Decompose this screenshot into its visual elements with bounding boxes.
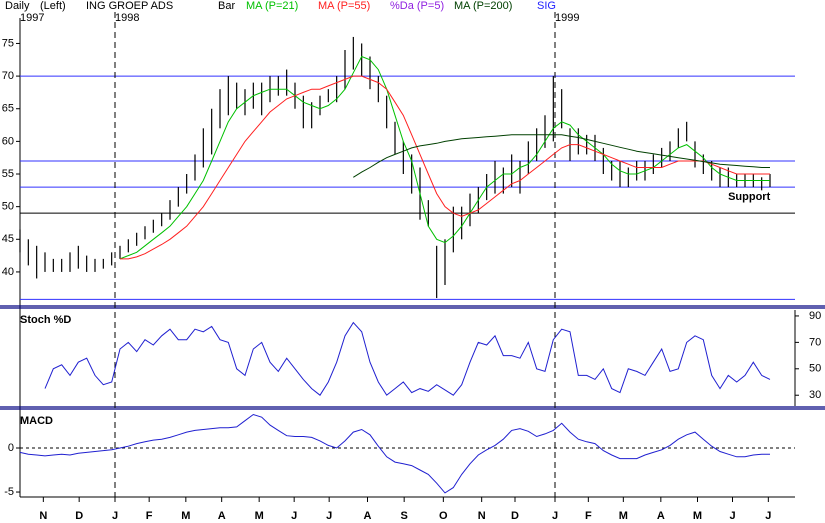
x-tick-label: J [291,510,297,522]
legend-entry: MA (P=55) [318,0,370,12]
annotation: Support [728,191,770,203]
panel-title: MACD [20,415,53,427]
y-tick-label: 60 [2,135,14,147]
period: Daily [5,0,30,12]
y-tick-label: 45 [2,233,14,245]
y-tick-label: 90 [809,310,821,322]
x-tick-label: J [112,510,118,522]
y-tick-label: 70 [2,70,14,82]
x-tick-label: F [146,510,153,522]
y-tick-label: 50 [2,201,14,213]
legend-entry: MA (P=21) [246,0,298,12]
indicator-line [44,321,771,396]
y-tick-label: 70 [809,336,821,348]
x-tick-label: M [181,510,190,522]
y-tick-label: 55 [2,168,14,180]
x-tick-label: A [657,510,665,522]
x-tick-label: M [693,510,702,522]
legend-entry: MA (P=200) [454,0,512,12]
moving-average [353,134,770,178]
x-tick-label: N [39,510,47,522]
x-tick-label: J [326,510,332,522]
x-tick-label: O [439,510,448,522]
x-tick-label: A [364,510,372,522]
moving-average [119,55,770,260]
x-tick-label: N [478,510,486,522]
indicator-line [19,413,770,494]
scale-note: (Left) [40,0,66,12]
x-tick-label: M [255,510,264,522]
year-label: 1998 [115,12,139,24]
panel-title: Stoch %D [20,314,71,326]
x-tick-label: F [585,510,592,522]
legend-entry: Bar [218,0,235,12]
y-tick-label: 75 [2,37,14,49]
chart-title: ING GROEP ADS [86,0,173,12]
legend-entry: %Da (P=5) [390,0,444,12]
y-tick-label: 40 [2,266,14,278]
x-tick-label: J [765,510,771,522]
year-label: 1997 [20,12,44,24]
x-tick-label: A [218,510,226,522]
legend-entry: SIG [537,0,556,12]
x-tick-label: S [400,510,407,522]
y-tick-label: 0 [8,442,14,454]
x-tick-label: D [75,510,83,522]
y-tick-label: -5 [4,486,14,498]
x-tick-label: M [619,510,628,522]
x-tick-label: D [511,510,519,522]
y-tick-label: 50 [809,363,821,375]
x-tick-label: J [729,510,735,522]
year-label: 1999 [555,12,579,24]
moving-average [120,75,770,260]
x-tick-label: J [552,510,558,522]
y-tick-label: 30 [809,389,821,401]
y-tick-label: 65 [2,103,14,115]
